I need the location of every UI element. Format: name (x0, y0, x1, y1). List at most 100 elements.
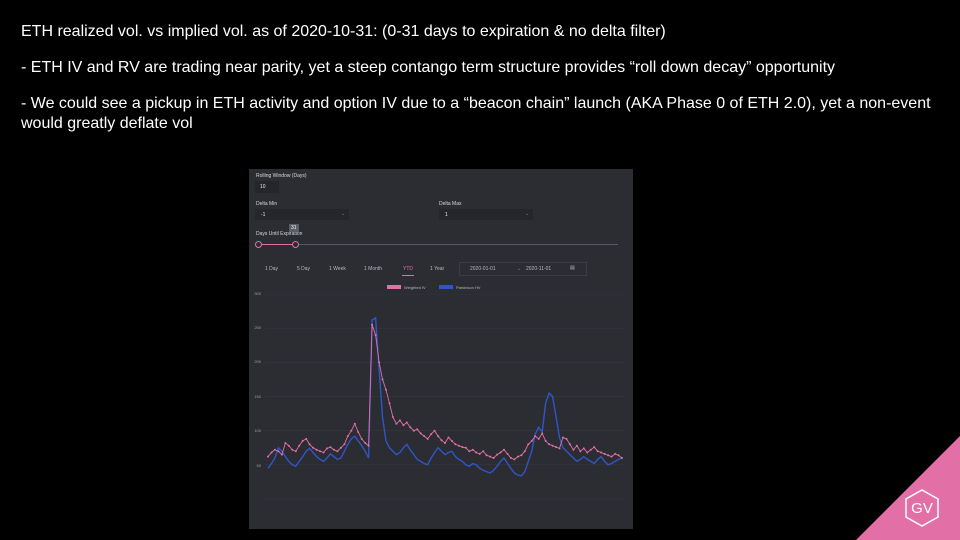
data-point-weighted-iv (437, 435, 440, 438)
data-point-weighted-iv (575, 444, 578, 447)
data-point-weighted-iv (291, 448, 294, 451)
data-point-weighted-iv (482, 450, 485, 453)
slider-tooltip: 31 (289, 224, 299, 232)
slide-title: ETH realized vol. vs implied vol. as of … (21, 23, 666, 40)
date-to: 2020-11-01 (526, 266, 552, 272)
data-point-weighted-iv (353, 422, 356, 425)
data-point-weighted-iv (506, 452, 509, 455)
data-point-weighted-iv (433, 429, 436, 432)
legend-swatch-parkinson (439, 285, 453, 289)
range-1-day[interactable]: 1 Day (265, 266, 279, 272)
delta-max-select[interactable]: 1 ⌄ (439, 209, 533, 220)
data-point-weighted-iv (565, 437, 568, 440)
legend-weighted-iv[interactable]: Weighted IV (404, 285, 426, 290)
chevron-down-icon: ⌄ (341, 211, 346, 217)
data-point-weighted-iv (447, 436, 450, 439)
data-point-weighted-iv (621, 457, 623, 459)
data-point-weighted-iv (294, 450, 297, 453)
days-slider-fill (258, 244, 296, 245)
ytick-label: 150 (254, 394, 261, 399)
legend-parkinson-hv[interactable]: Parkinson HV (456, 285, 481, 290)
data-point-weighted-iv (423, 435, 426, 438)
data-point-weighted-iv (360, 437, 363, 440)
date-range-picker[interactable]: 2020-01-01 → 2020-11-01 ▤ (459, 262, 587, 276)
data-point-weighted-iv (374, 334, 377, 336)
data-point-weighted-iv (607, 454, 610, 457)
data-point-weighted-iv (555, 446, 558, 449)
data-point-weighted-iv (617, 454, 620, 457)
calendar-icon[interactable]: ▤ (570, 265, 575, 271)
slide-text: ETH realized vol. vs implied vol. as of … (21, 22, 941, 150)
data-point-weighted-iv (558, 447, 561, 450)
data-point-weighted-iv (475, 451, 478, 454)
data-point-weighted-iv (329, 446, 332, 449)
data-point-weighted-iv (326, 447, 328, 450)
data-point-weighted-iv (430, 433, 433, 436)
data-point-weighted-iv (305, 437, 308, 440)
delta-max-label: Delta Max (439, 201, 462, 207)
ytick-label: 300 (254, 291, 261, 296)
vol-dashboard-screenshot: Rolling Window (Days) 10 Delta Min -1 ⌄ … (249, 169, 633, 529)
data-point-weighted-iv (322, 451, 325, 454)
data-point-weighted-iv (614, 452, 617, 455)
legend-swatch-weighted (387, 285, 401, 289)
data-point-weighted-iv (450, 439, 453, 442)
gv-logo-text: GV (911, 500, 933, 517)
vol-line-chart (265, 294, 625, 500)
delta-min-select[interactable]: -1 ⌄ (255, 209, 349, 220)
data-point-weighted-iv (357, 431, 360, 433)
data-point-weighted-iv (527, 443, 530, 446)
data-point-weighted-iv (298, 444, 301, 447)
range-ytd[interactable]: YTD (403, 266, 413, 272)
data-point-weighted-iv (551, 444, 554, 447)
data-point-weighted-iv (562, 436, 564, 439)
data-point-weighted-iv (464, 446, 467, 449)
data-point-weighted-iv (572, 448, 575, 451)
data-point-weighted-iv (492, 457, 495, 459)
ytick-label: 200 (254, 359, 261, 364)
data-point-weighted-iv (409, 426, 412, 429)
data-point-weighted-iv (520, 454, 523, 457)
data-point-weighted-iv (346, 435, 349, 438)
data-point-weighted-iv (457, 444, 460, 447)
series-line-weighted-iv (267, 324, 623, 460)
data-point-weighted-iv (277, 450, 280, 453)
data-point-weighted-iv (579, 450, 582, 453)
data-point-weighted-iv (364, 442, 367, 444)
data-point-weighted-iv (589, 448, 592, 451)
rolling-window-value: 10 (260, 184, 266, 190)
data-point-weighted-iv (385, 388, 387, 391)
active-range-underline (402, 275, 414, 276)
data-point-weighted-iv (499, 451, 502, 454)
bullet-beacon-chain: - We could see a pickup in ETH activity … (21, 95, 931, 132)
data-point-weighted-iv (388, 402, 391, 405)
data-point-weighted-iv (593, 446, 596, 449)
range-5-day[interactable]: 5 Day (297, 266, 311, 272)
data-point-weighted-iv (402, 424, 405, 427)
data-point-weighted-iv (405, 421, 408, 424)
data-point-weighted-iv (395, 422, 398, 425)
data-point-weighted-iv (523, 450, 526, 453)
bullet-parity: - ETH IV and RV are trading near parity,… (21, 59, 836, 76)
data-point-weighted-iv (315, 448, 318, 451)
data-point-weighted-iv (312, 446, 315, 449)
slider-min-handle[interactable] (255, 241, 262, 248)
range-1-year[interactable]: 1 Year (430, 266, 445, 272)
data-point-weighted-iv (496, 453, 499, 456)
data-point-weighted-iv (461, 446, 464, 449)
data-point-weighted-iv (503, 448, 505, 451)
data-point-weighted-iv (485, 454, 488, 457)
data-point-weighted-iv (600, 451, 603, 454)
data-point-weighted-iv (544, 439, 547, 442)
days-slider-track[interactable] (258, 244, 618, 245)
ytick-label: 250 (254, 325, 261, 330)
ytick-label: 50 (256, 463, 261, 468)
range-1-month[interactable]: 1 Month (364, 266, 383, 272)
data-point-weighted-iv (582, 447, 585, 450)
data-point-weighted-iv (471, 448, 474, 451)
rolling-window-field[interactable]: 10 (255, 181, 279, 193)
data-point-weighted-iv (339, 446, 342, 449)
range-1-week[interactable]: 1 Week (329, 266, 346, 272)
slider-max-handle[interactable] (292, 241, 299, 248)
rolling-window-label: Rolling Window (Days) (256, 173, 307, 179)
